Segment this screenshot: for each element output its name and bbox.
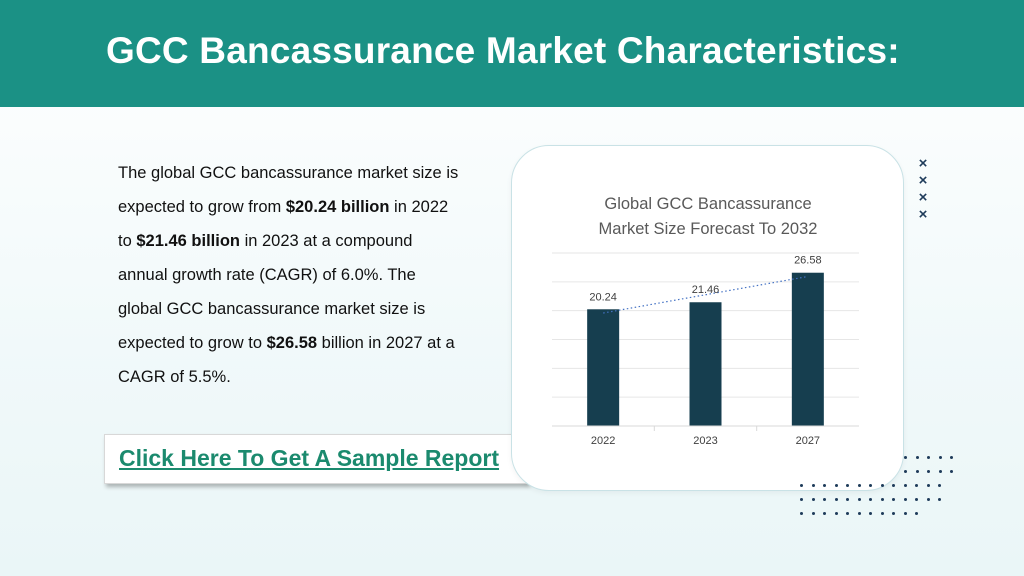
bar-2022 bbox=[587, 309, 620, 426]
decorative-x-marks: × × × × bbox=[918, 155, 928, 223]
bar-2027 bbox=[791, 272, 824, 426]
decorative-dot bbox=[823, 498, 826, 501]
decorative-dot bbox=[846, 512, 849, 515]
page-title: GCC Bancassurance Market Characteristics… bbox=[106, 30, 900, 71]
chart-bars bbox=[587, 272, 824, 426]
data-label-2022: 20.24 bbox=[589, 291, 617, 303]
decorative-dot bbox=[938, 470, 942, 473]
description-part-1: The global GCC bancassurance market size… bbox=[118, 164, 459, 216]
decorative-dot bbox=[903, 512, 907, 515]
decorative-dot bbox=[857, 484, 861, 487]
decorative-dot bbox=[857, 512, 861, 515]
description-part-3: in 2023 at a compound annual growth rate… bbox=[118, 232, 426, 352]
bar-2023 bbox=[689, 302, 722, 426]
decorative-dot bbox=[834, 498, 838, 501]
bar-chart: Global GCC Bancassurance Market Size For… bbox=[552, 195, 859, 447]
decorative-dot bbox=[892, 512, 895, 515]
decorative-dot bbox=[880, 512, 884, 515]
decorative-dot bbox=[950, 470, 953, 473]
value-2027: $26.58 bbox=[266, 334, 318, 352]
decorative-dot bbox=[938, 498, 941, 501]
decorative-dot bbox=[892, 484, 895, 487]
decorative-dot bbox=[915, 512, 918, 515]
decorative-dot bbox=[950, 456, 953, 459]
decorative-dot bbox=[903, 484, 907, 487]
chart-data-labels: 20.24 21.46 26.58 bbox=[589, 255, 821, 304]
decorative-dot bbox=[880, 484, 884, 487]
chart-card: Global GCC Bancassurance Market Size For… bbox=[511, 145, 904, 491]
decorative-dot bbox=[892, 498, 895, 501]
decorative-dot bbox=[904, 470, 907, 473]
decorative-dot bbox=[823, 484, 826, 487]
description-text: The global GCC bancassurance market size… bbox=[118, 156, 463, 394]
decorative-dot bbox=[800, 512, 803, 515]
decorative-dot bbox=[811, 498, 815, 501]
x-tick-label-2023: 2023 bbox=[693, 435, 717, 447]
decorative-dot bbox=[869, 512, 872, 515]
decorative-dot bbox=[869, 498, 872, 501]
description-part-4: billion in 2027 at a CAGR of 5.5%. bbox=[118, 334, 455, 386]
data-label-2027: 26.58 bbox=[794, 255, 822, 267]
decorative-dot bbox=[915, 470, 919, 473]
x-tick-label-2027: 2027 bbox=[796, 435, 820, 447]
decorative-dot bbox=[834, 484, 838, 487]
decorative-dot bbox=[903, 498, 907, 501]
decorative-dot bbox=[823, 512, 826, 515]
decorative-dot bbox=[800, 484, 803, 487]
chart-trendline bbox=[603, 275, 808, 314]
decorative-dot bbox=[926, 484, 930, 487]
decorative-dot bbox=[846, 498, 849, 501]
decorative-dot bbox=[834, 512, 838, 515]
chart-title-line-2: Market Size Forecast To 2032 bbox=[599, 220, 818, 238]
decorative-dot bbox=[927, 456, 930, 459]
decorative-dot bbox=[869, 484, 872, 487]
x-tick-label-2022: 2022 bbox=[591, 435, 615, 447]
value-2022: $20.24 billion bbox=[285, 198, 390, 216]
decorative-dot bbox=[915, 498, 918, 501]
decorative-dot bbox=[811, 512, 815, 515]
decorative-dot bbox=[915, 484, 918, 487]
trendline bbox=[603, 275, 808, 314]
chart-title-line-1: Global GCC Bancassurance bbox=[604, 195, 811, 213]
value-2023: $21.46 billion bbox=[136, 232, 240, 250]
decorative-dot bbox=[927, 470, 930, 473]
header-bar: GCC Bancassurance Market Characteristics… bbox=[0, 0, 1024, 107]
decorative-dot bbox=[880, 498, 884, 501]
decorative-dot bbox=[811, 484, 815, 487]
decorative-dot bbox=[846, 484, 849, 487]
decorative-dot bbox=[926, 498, 930, 501]
decorative-dot bbox=[904, 456, 907, 459]
decorative-dot bbox=[857, 498, 861, 501]
description-part-2: in 2022 to bbox=[118, 198, 449, 250]
decorative-dot bbox=[938, 484, 941, 487]
decorative-dot bbox=[915, 456, 919, 459]
sample-report-link[interactable]: Click Here To Get A Sample Report bbox=[119, 445, 500, 471]
decorative-dot bbox=[938, 456, 942, 459]
chart-x-axis: 2022 2023 2027 bbox=[552, 425, 859, 447]
sample-report-box: Click Here To Get A Sample Report bbox=[104, 434, 528, 484]
data-label-2023: 21.46 bbox=[692, 284, 720, 296]
decorative-dot bbox=[800, 498, 803, 501]
